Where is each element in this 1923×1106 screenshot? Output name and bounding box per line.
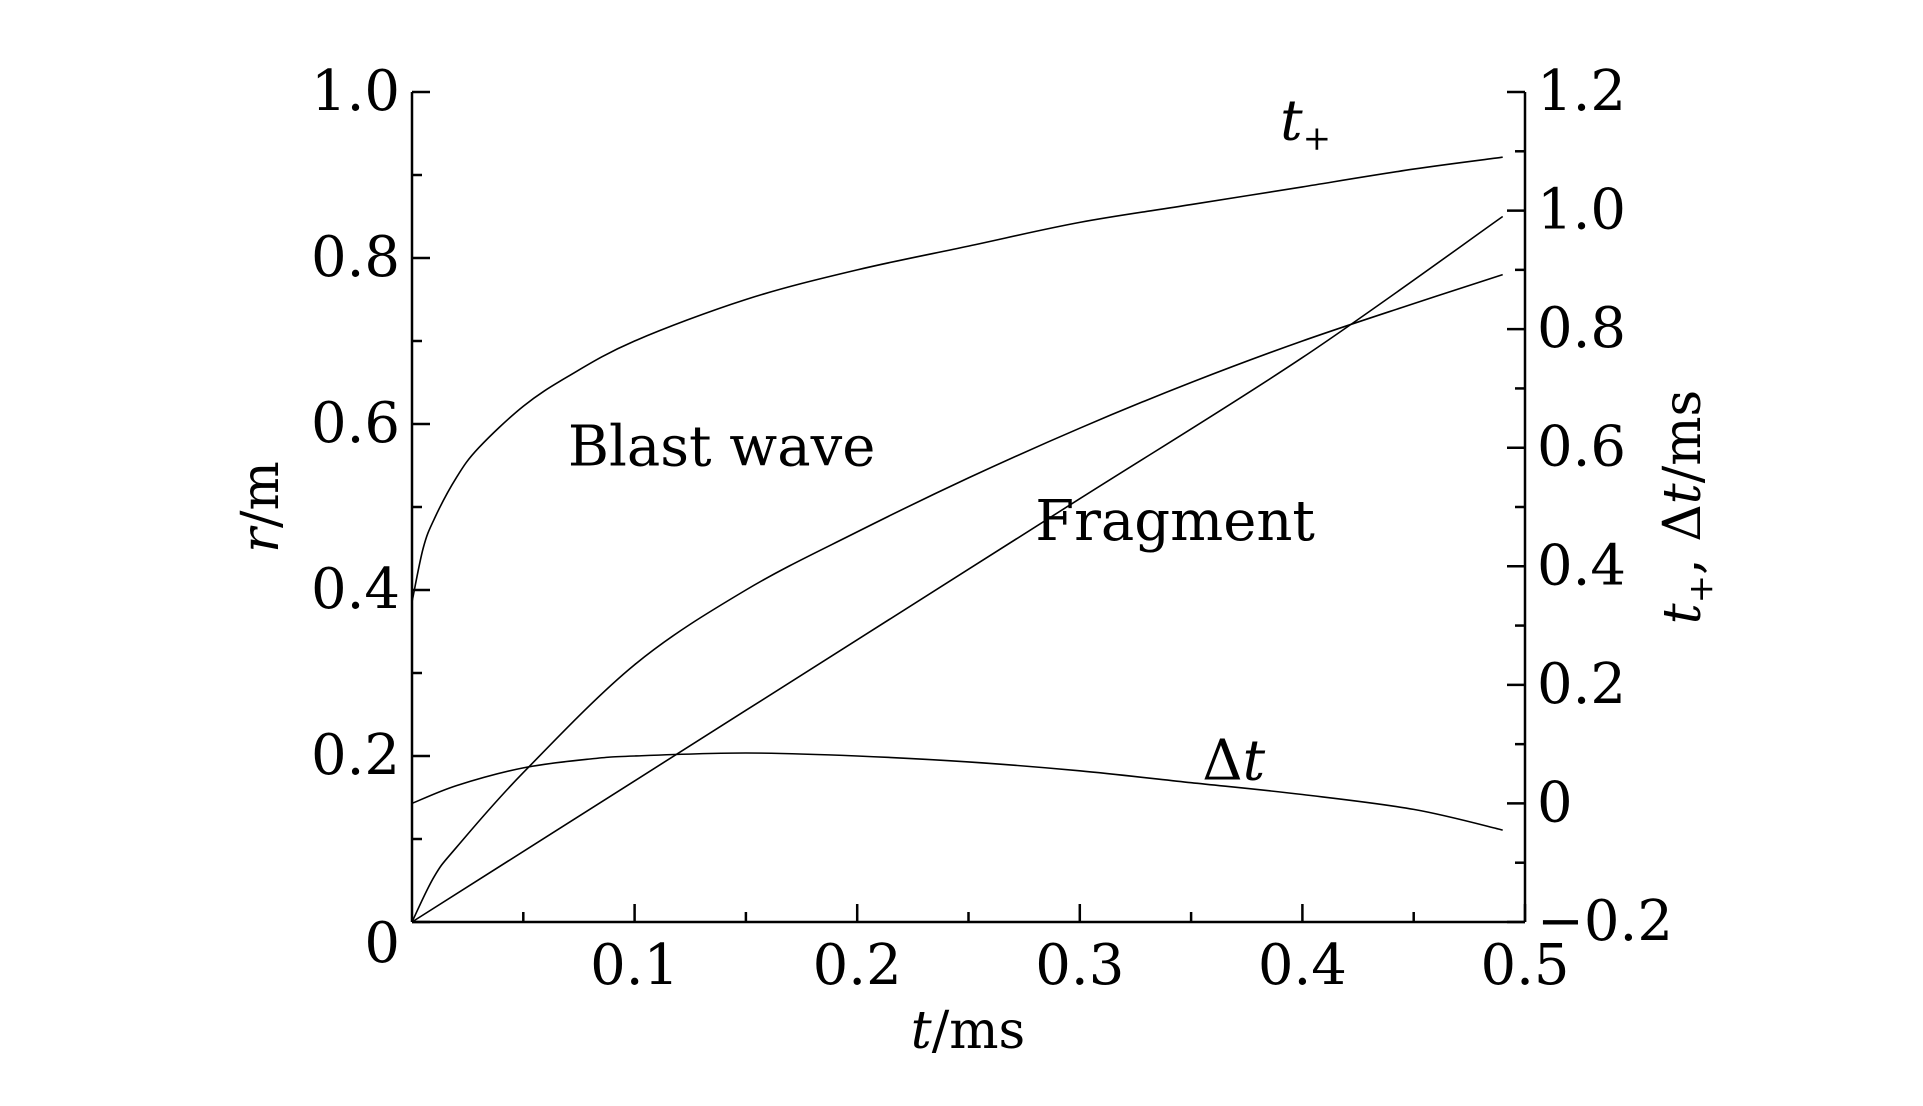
y-left-tick-label-5: 1.0 bbox=[311, 59, 400, 124]
x-tick-label-0: 0.1 bbox=[590, 933, 679, 998]
series-line-t-plus-3 bbox=[411, 752, 1503, 831]
y-right-tick-label-4: 0.6 bbox=[1537, 415, 1626, 480]
y-left-tick-label-0: 0 bbox=[364, 911, 400, 976]
y-left-tick-label-3: 0.6 bbox=[311, 391, 400, 456]
y-right-tick-label-1: 0 bbox=[1537, 770, 1573, 835]
y-left-tick-label-2: 0.4 bbox=[311, 557, 400, 622]
series-layer bbox=[411, 156, 1504, 923]
x-tick-label-4: 0.5 bbox=[1480, 933, 1569, 998]
y-right-tick-label-5: 0.8 bbox=[1537, 296, 1626, 361]
series-line-blast-wave-0 bbox=[411, 273, 1503, 923]
y-right-axis-title: t+, Δt/ms bbox=[1653, 390, 1721, 624]
x-axis-title: t/ms bbox=[911, 1001, 1025, 1061]
y-right-tick-label-0: −0.2 bbox=[1537, 889, 1673, 954]
x-tick-label-1: 0.2 bbox=[813, 933, 902, 998]
x-tick-label-3: 0.4 bbox=[1258, 933, 1347, 998]
annotation-t-plus: t+ bbox=[1280, 88, 1331, 158]
series-line-fragment-1 bbox=[411, 215, 1504, 923]
annotation-blast-wave: Blast wave bbox=[568, 415, 876, 480]
y-left-tick-label-4: 0.8 bbox=[311, 225, 400, 290]
tick-labels-layer: 0.1 0.2 0.3 0.4 0.5 0 0.2 0.4 0.6 0.8 1.0 −0.2 0 0.2 0… bbox=[311, 59, 1673, 998]
plot-frame bbox=[410, 92, 1527, 924]
y-left-tick-label-1: 0.2 bbox=[311, 723, 400, 788]
y-right-tick-label-6: 1.0 bbox=[1537, 178, 1626, 243]
annotation-fragment: Fragment bbox=[1035, 489, 1315, 554]
annotation-delta-t: Δt bbox=[1202, 729, 1265, 794]
y-right-tick-label-3: 0.4 bbox=[1537, 533, 1626, 598]
series-line-t-plus-2 bbox=[411, 156, 1503, 603]
y-left-axis-title: r/m bbox=[231, 461, 291, 553]
ticks-layer bbox=[412, 90, 1527, 924]
y-right-tick-label-7: 1.2 bbox=[1537, 59, 1626, 124]
x-tick-label-2: 0.3 bbox=[1035, 933, 1124, 998]
y-right-tick-label-2: 0.2 bbox=[1537, 652, 1626, 717]
